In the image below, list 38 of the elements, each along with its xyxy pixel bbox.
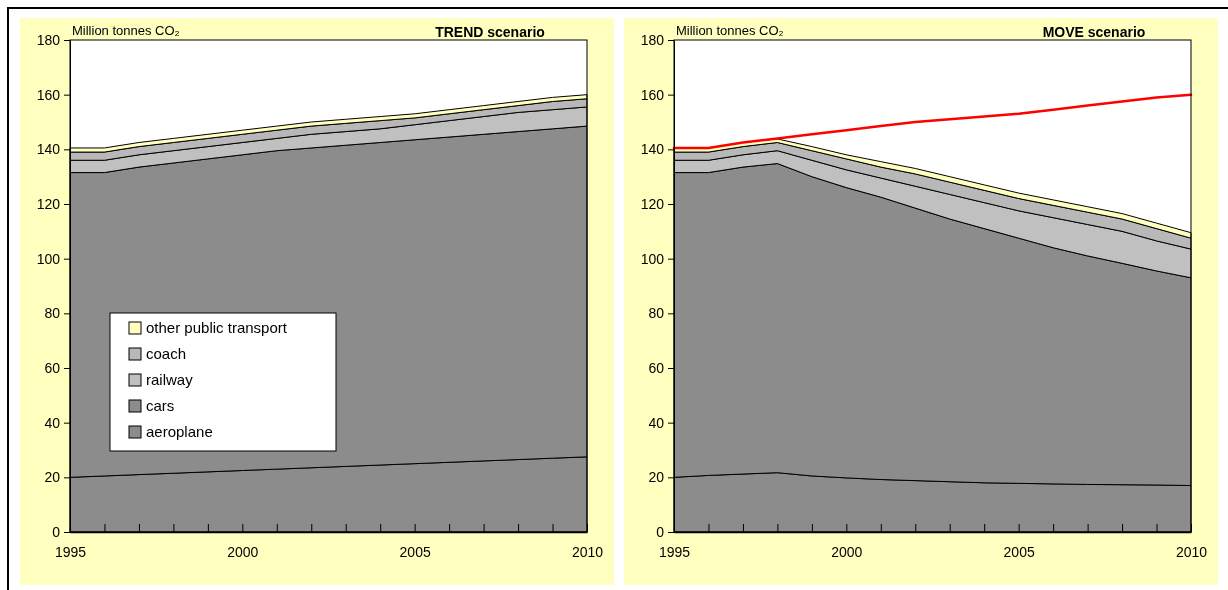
x-tick-label: 1995	[54, 543, 87, 560]
y-tick-label: 80	[648, 305, 665, 322]
y-tick-label: 140	[640, 141, 665, 158]
legend-label: cars	[146, 397, 175, 414]
y-tick-label: 40	[648, 414, 665, 431]
chart-title: TREND scenario	[435, 24, 545, 40]
y-tick-label: 140	[36, 141, 61, 158]
y-axis-title: Million tonnes CO₂	[72, 23, 180, 38]
y-tick-label: 100	[36, 250, 61, 267]
y-tick-label: 40	[44, 414, 61, 431]
chart-title: MOVE scenario	[1042, 24, 1146, 40]
y-tick-label: 100	[640, 250, 665, 267]
y-tick-label: 60	[44, 359, 61, 376]
x-tick-label: 2000	[227, 543, 259, 560]
legend-label: aeroplane	[146, 423, 213, 440]
line-series	[672, 93, 1193, 150]
legend-label: other public transport	[146, 319, 288, 336]
x-tick-label: 2005	[1003, 543, 1035, 560]
y-tick-label: 120	[640, 195, 665, 212]
y-tick-label: 160	[640, 86, 665, 103]
y-tick-label: 180	[36, 31, 61, 48]
y-tick-label: 20	[648, 469, 665, 486]
y-tick-label: 60	[648, 359, 665, 376]
y-tick-label: 160	[36, 86, 61, 103]
x-tick-label: 2010	[1175, 543, 1208, 560]
y-tick-label: 180	[640, 31, 665, 48]
x-tick-label: 2005	[399, 543, 431, 560]
x-tick-label: 2010	[571, 543, 604, 560]
y-tick-label: 20	[44, 469, 61, 486]
y-tick-label: 0	[656, 523, 665, 540]
y-tick-label: 0	[52, 523, 61, 540]
y-tick-label: 120	[36, 195, 61, 212]
y-tick-label: 80	[44, 305, 61, 322]
y-axis-title: Million tonnes CO₂	[676, 23, 784, 38]
x-tick-label: 1995	[658, 543, 691, 560]
legend-label: railway	[146, 371, 194, 388]
x-tick-label: 2000	[831, 543, 863, 560]
legend-label: coach	[146, 345, 187, 362]
